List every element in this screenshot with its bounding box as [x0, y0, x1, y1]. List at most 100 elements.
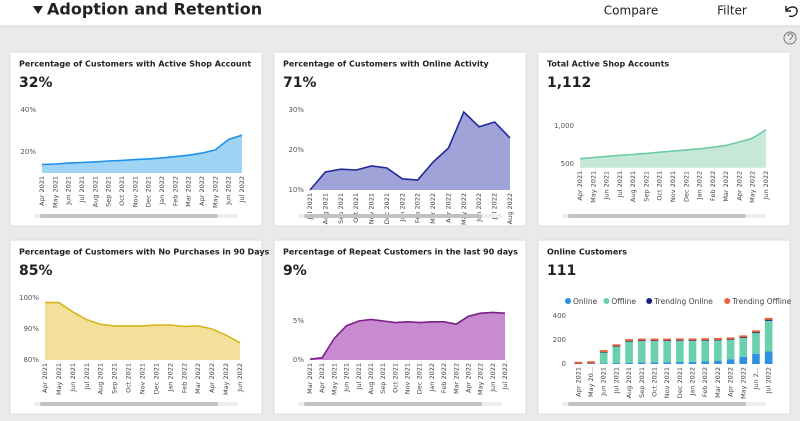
x-tick-label: Mar 2022: [194, 363, 202, 394]
y-tick-label: 90%: [23, 325, 39, 333]
scrollbar-thumb[interactable]: [304, 402, 482, 406]
x-tick-label: Nov 2021: [131, 176, 139, 207]
trend-marker: [612, 344, 621, 347]
x-tick-label: Feb 2022: [440, 363, 448, 393]
card-title: Percentage of Customers with Online Acti…: [283, 60, 490, 69]
x-tick-label: Jan 2022: [696, 171, 704, 201]
x-tick-label: Jul 2021: [355, 363, 363, 390]
card-title: Percentage of Customers with Active Shop…: [19, 60, 251, 69]
x-tick-label: May 2021: [55, 363, 63, 395]
bar-segment: [650, 340, 659, 363]
x-tick-label: Nov 2021: [669, 171, 677, 202]
top-bar: [0, 0, 800, 26]
x-tick-label: May 2021: [330, 363, 338, 395]
bar-segment: [663, 362, 671, 364]
x-tick-label: May 2022: [749, 171, 757, 203]
x-tick-label: Jun 2021: [65, 176, 73, 206]
x-tick-label: Jul 2021: [612, 367, 620, 394]
x-tick-label: Apr 2021: [318, 363, 326, 393]
x-tick-label: Jul 2021: [78, 176, 86, 203]
x-tick-label: Aug 2021: [629, 171, 637, 202]
card-title: Percentage of Customers with No Purchase…: [19, 248, 270, 257]
trend-marker: [637, 338, 646, 341]
y-tick-label: 100%: [19, 294, 39, 302]
undo-icon[interactable]: [785, 6, 798, 18]
x-tick-label: Apr 2022: [198, 176, 206, 206]
y-tick-label: 20%: [20, 148, 36, 156]
bar-segment: [663, 340, 671, 363]
legend-label: Trending Offline: [731, 297, 791, 306]
x-tick-label: Mar 2022: [429, 193, 437, 224]
bar-segment: [752, 332, 760, 354]
x-tick-label: Oct 2021: [650, 367, 658, 397]
bar-segment: [599, 352, 608, 364]
x-tick-label: Sep 2021: [105, 176, 113, 207]
trend-marker: [663, 338, 671, 341]
kpi-value: 111: [547, 263, 576, 279]
card-title: Total Active Shop Accounts: [547, 60, 669, 69]
collapse-icon[interactable]: [33, 6, 43, 14]
bar-segment: [599, 363, 608, 364]
card-title: Online Customers: [547, 248, 627, 257]
trend-marker: [752, 330, 760, 333]
bar-segment: [612, 363, 621, 364]
y-tick-label: 30%: [288, 106, 304, 114]
x-tick-label: Dec 2021: [383, 193, 391, 224]
line: [579, 129, 767, 160]
x-tick-label: Jun 2022: [489, 363, 497, 393]
area: [580, 129, 766, 168]
x-tick-label: Mar 2022: [714, 367, 722, 398]
filter-button[interactable]: Filter: [717, 4, 747, 18]
help-icon[interactable]: [783, 31, 797, 45]
x-tick-label: May 2022: [222, 363, 230, 395]
compare-button[interactable]: Compare: [604, 4, 658, 18]
x-tick-label: Feb 2022: [171, 176, 179, 206]
bar-segment: [714, 340, 722, 361]
x-tick-label: Jul 2022: [501, 363, 509, 390]
x-tick-label: Apr 2022: [444, 193, 452, 223]
scrollbar-thumb[interactable]: [568, 402, 746, 406]
kpi-value: 9%: [283, 263, 307, 279]
x-tick-label: Dec 2021: [145, 176, 153, 207]
bar-segment: [612, 346, 621, 364]
x-tick-label: May 20...: [587, 367, 595, 397]
x-tick-label: Feb 2022: [414, 193, 422, 223]
x-tick-label: Apr 2021: [41, 363, 49, 393]
trend-marker: [574, 361, 583, 364]
x-tick-label: Feb 2022: [709, 171, 717, 201]
trend-marker: [739, 335, 748, 338]
x-tick-label: Jul 2021: [306, 193, 314, 220]
x-tick-label: Jul 2022: [491, 193, 499, 220]
x-tick-label: Mar 2022: [722, 171, 730, 202]
y-tick-label: 0: [562, 360, 566, 368]
x-tick-label: Dec 2021: [152, 363, 160, 394]
scrollbar-thumb[interactable]: [568, 214, 746, 218]
x-tick-label: Feb 2022: [180, 363, 188, 393]
x-tick-label: May 2021: [589, 171, 597, 203]
x-tick-label: Apr 2021: [574, 367, 582, 397]
bar-segment: [676, 340, 684, 363]
y-tick-label: 20%: [288, 146, 304, 154]
trend-marker: [625, 339, 633, 342]
scrollbar-thumb[interactable]: [40, 214, 218, 218]
kpi-value: 32%: [19, 75, 53, 91]
scrollbar-thumb[interactable]: [304, 214, 482, 218]
bar-segment: [701, 340, 710, 362]
x-tick-label: Apr 2022: [464, 363, 472, 393]
x-tick-label: Nov 2021: [663, 367, 671, 398]
x-tick-label: May 2022: [477, 363, 485, 395]
x-tick-label: Oct 2021: [352, 193, 360, 223]
y-tick-label: 40%: [20, 106, 36, 114]
bar-segment: [752, 353, 760, 364]
trend-marker: [701, 338, 710, 341]
kpi-value: 1,112: [547, 75, 591, 91]
scrollbar-thumb[interactable]: [40, 402, 218, 406]
x-tick-label: Mar 2021: [306, 363, 314, 394]
x-tick-label: Jan 2022: [398, 193, 406, 223]
trend-marker: [650, 338, 659, 341]
trend-marker: [726, 337, 735, 340]
x-tick-label: Oct 2021: [125, 363, 133, 393]
x-tick-label: Jun 2021: [343, 363, 351, 393]
trend-marker: [676, 338, 684, 341]
